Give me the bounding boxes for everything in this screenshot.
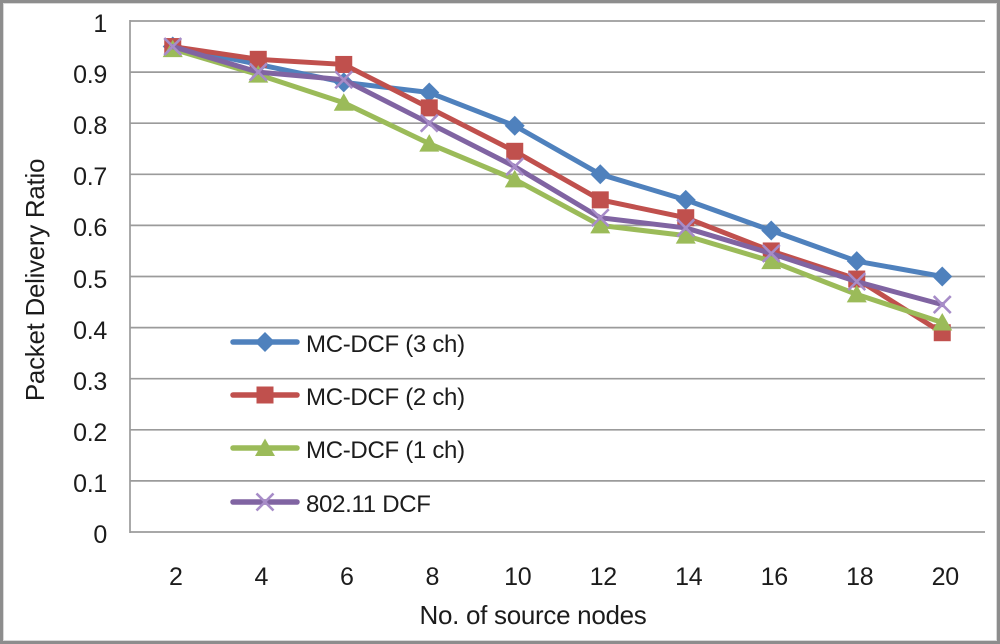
series-3-marker xyxy=(163,37,183,56)
series-2-marker xyxy=(761,251,782,270)
legend-marker-square-icon xyxy=(256,386,274,404)
series-3-marker xyxy=(847,272,867,292)
x-tick-label: 16 xyxy=(760,563,789,591)
series-3-marker xyxy=(761,244,781,263)
series-1-marker xyxy=(591,191,609,209)
series-3-marker xyxy=(932,295,952,315)
series-0-marker xyxy=(590,164,611,185)
legend-marker-triangle-icon xyxy=(255,438,275,456)
y-tick-label: 0.2 xyxy=(73,418,107,447)
series-3-marker xyxy=(248,62,268,82)
y-tick-label: 0.8 xyxy=(73,112,107,141)
legend-label: 802.11 DCF xyxy=(306,491,431,518)
series-0-marker xyxy=(419,82,440,103)
series-0-marker xyxy=(761,220,782,241)
series-3-marker xyxy=(676,218,696,238)
series-2-marker xyxy=(590,215,611,234)
y-tick-label: 0.4 xyxy=(73,316,107,345)
x-tick-label: 20 xyxy=(931,563,960,591)
x-tick-label: 8 xyxy=(425,563,440,591)
legend-label: MC-DCF (2 ch) xyxy=(306,384,465,411)
series-1-marker xyxy=(249,50,267,68)
y-tick-label: 0.6 xyxy=(73,214,107,243)
x-tick-label: 6 xyxy=(339,563,354,591)
legend-label: MC-DCF (3 ch) xyxy=(306,331,465,358)
series-0-marker xyxy=(932,266,953,287)
series-0-marker xyxy=(504,115,525,136)
x-tick-label: 14 xyxy=(675,563,703,591)
x-tick-label: 10 xyxy=(504,563,532,591)
x-tick-label: 12 xyxy=(589,563,618,591)
legend-marker-diamond-icon xyxy=(255,332,275,352)
y-axis-title: Packet Delivery Ratio xyxy=(20,158,50,402)
series-3-marker xyxy=(505,157,525,177)
x-tick-label: 18 xyxy=(846,563,874,591)
x-tick-label: 2 xyxy=(168,563,183,591)
y-tick-label: 0.5 xyxy=(73,265,107,294)
y-tick-label: 0.9 xyxy=(73,61,107,90)
series-0-marker xyxy=(846,251,867,272)
series-2-marker xyxy=(504,169,525,188)
legend-marker-x-icon xyxy=(255,492,275,512)
x-tick-label: 4 xyxy=(254,563,269,591)
y-tick-label: 0 xyxy=(93,521,107,549)
line-chart-canvas xyxy=(129,20,985,533)
series-2-marker xyxy=(333,93,354,111)
series-2-marker xyxy=(846,284,867,303)
y-tick-label: 1 xyxy=(93,10,107,38)
legend-label: MC-DCF (1 ch) xyxy=(306,437,465,464)
series-0-marker xyxy=(675,189,696,210)
series-3-marker xyxy=(419,113,439,133)
series-2-marker xyxy=(419,134,440,152)
series-line-3 xyxy=(170,44,945,308)
y-tick-label: 0.7 xyxy=(73,163,107,192)
series-2-marker xyxy=(675,226,696,244)
series-1-marker xyxy=(420,99,438,117)
series-2-marker xyxy=(932,312,953,331)
x-axis-title: No. of source nodes xyxy=(419,600,647,630)
series-1-marker xyxy=(506,142,524,160)
series-line-0 xyxy=(170,44,945,279)
series-1-marker xyxy=(335,55,353,73)
y-tick-label: 0.1 xyxy=(73,469,107,498)
series-3-marker xyxy=(334,70,354,90)
y-tick-label: 0.3 xyxy=(73,367,107,396)
series-line-2 xyxy=(170,46,945,325)
series-3-marker xyxy=(590,208,610,228)
